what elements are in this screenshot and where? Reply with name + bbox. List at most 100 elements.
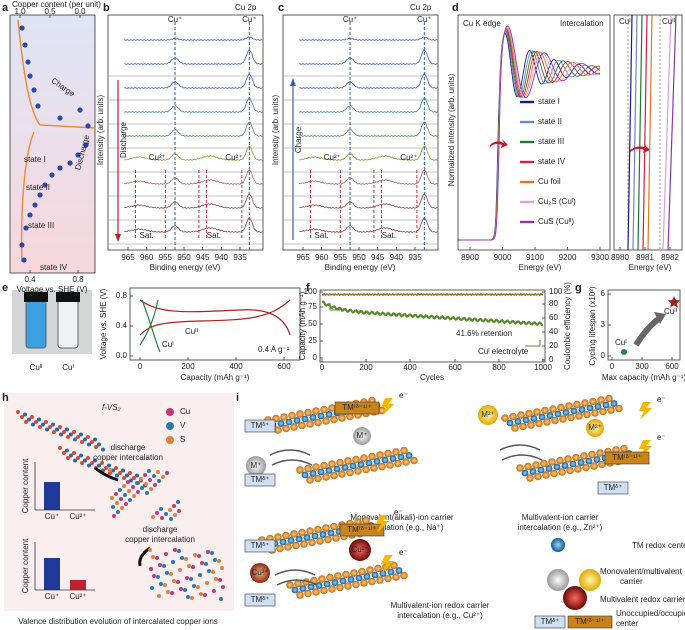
atom [135, 481, 139, 485]
atom [148, 548, 152, 552]
atom [322, 417, 330, 425]
label: e [2, 282, 8, 294]
atom [566, 466, 574, 475]
atom [115, 473, 119, 478]
atom [320, 405, 328, 414]
atom [183, 588, 187, 592]
label: TMᵟ⁺ [251, 595, 270, 604]
label: e⁻ [399, 391, 408, 400]
atom [295, 535, 303, 543]
bolt [376, 515, 389, 533]
label: 60 [549, 313, 558, 322]
atom [83, 437, 87, 442]
atom [23, 412, 27, 417]
label: M⁺ [357, 431, 368, 440]
atom [190, 596, 194, 600]
atom [522, 416, 530, 424]
label: Sat. [140, 231, 154, 240]
atom [602, 401, 610, 409]
atom [365, 459, 373, 467]
atom [551, 416, 559, 425]
legend-label: state III [538, 137, 564, 146]
atom [79, 432, 83, 437]
atom [314, 525, 322, 534]
atom [143, 473, 147, 477]
atom [350, 569, 358, 577]
label: Cuᴵ [615, 338, 627, 347]
atom [535, 419, 543, 428]
atom [384, 449, 392, 458]
atom [525, 409, 533, 418]
label: Cuᴵ electrolyte [478, 347, 529, 356]
atom [155, 556, 159, 560]
label: 0.0 [74, 7, 86, 16]
atom [311, 532, 319, 540]
curve [299, 36, 438, 41]
atom [169, 572, 173, 576]
label: Intensity (arb. units) [96, 95, 105, 166]
label: TMᵟ⁺ [251, 541, 270, 550]
atom [509, 412, 517, 421]
atom [159, 507, 163, 511]
label: Coulombic efficiency (%) [563, 282, 572, 370]
label: discharge [111, 443, 146, 452]
atom [125, 473, 129, 478]
atom [330, 415, 338, 424]
atom [541, 406, 549, 415]
atom [24, 420, 28, 424]
legend-label: Cu foil [538, 177, 561, 186]
label: 960 [315, 253, 329, 262]
atom [148, 478, 152, 482]
vial-cu2 [25, 299, 47, 349]
label: e⁻ [394, 508, 403, 517]
atom [52, 430, 56, 434]
atom [157, 479, 161, 483]
atom [554, 410, 562, 418]
label: 945 [196, 253, 210, 262]
label: Multivalent-ion carrier [522, 513, 599, 522]
curve [321, 300, 544, 327]
ion [250, 563, 270, 583]
line [632, 14, 638, 251]
atom [48, 425, 52, 429]
dot [23, 225, 29, 231]
curve [274, 569, 318, 586]
atom [540, 459, 548, 468]
atom [153, 483, 157, 487]
label: Cu⁺ [45, 512, 59, 521]
curve [124, 121, 263, 137]
atom [562, 409, 570, 416]
atom [158, 563, 162, 567]
label: Unoccupied/occupied TM [616, 609, 685, 618]
ion [478, 405, 498, 425]
atom [344, 582, 352, 590]
legend-label: state II [538, 117, 562, 126]
atom [296, 466, 304, 474]
label: 0.4 [24, 275, 36, 284]
label: d [452, 2, 459, 14]
atom [121, 468, 125, 473]
atom [126, 480, 130, 484]
atom [567, 413, 575, 422]
label: Cycling lifespan (x10³) [588, 286, 597, 365]
atom [180, 556, 184, 560]
atom [132, 476, 136, 480]
label: copper intercalation [125, 535, 195, 544]
tm-box [244, 473, 276, 487]
label: 0.5 [44, 7, 56, 16]
point [621, 349, 627, 355]
plot-frame [129, 287, 301, 361]
atom [76, 456, 80, 460]
atom [122, 476, 126, 480]
plot-frame [457, 14, 611, 251]
curve [457, 29, 601, 241]
atom [87, 463, 91, 468]
atom [144, 482, 148, 486]
atom [373, 458, 381, 465]
atom [73, 437, 77, 442]
atom [331, 579, 339, 586]
atom [149, 567, 153, 571]
atom [341, 464, 349, 471]
atom [179, 587, 183, 591]
label: Valence distribution evolution of interc… [18, 617, 218, 626]
